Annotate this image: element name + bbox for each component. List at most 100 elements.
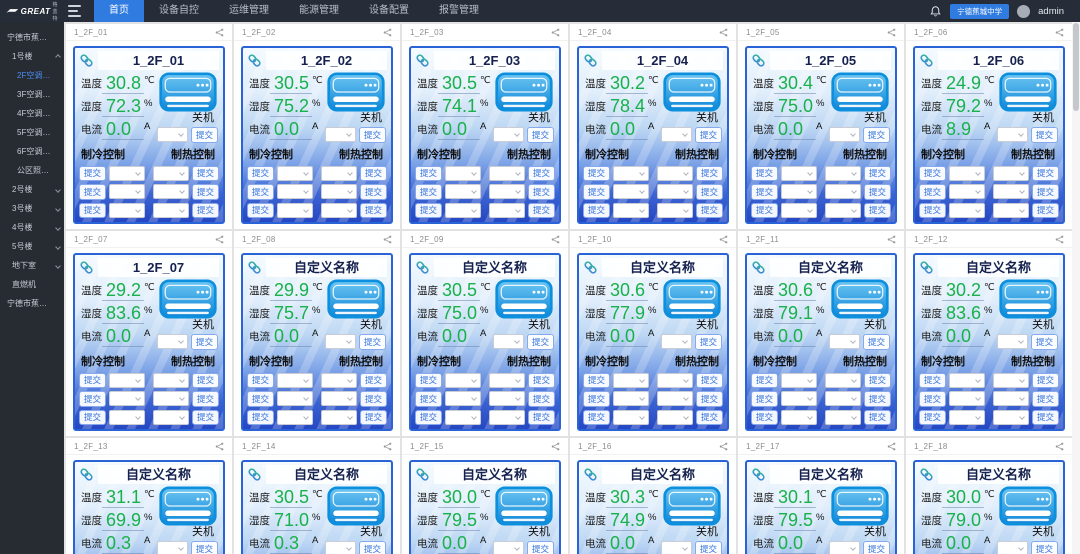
cooling-select[interactable] xyxy=(277,409,313,425)
cooling-select[interactable] xyxy=(949,391,985,407)
heating-submit-button[interactable]: 提交 xyxy=(863,184,891,200)
heating-select[interactable] xyxy=(657,391,693,407)
heating-select[interactable] xyxy=(993,202,1029,218)
cooling-select[interactable] xyxy=(781,202,817,218)
cooling-submit-button[interactable]: 提交 xyxy=(751,372,779,388)
heating-submit-button[interactable]: 提交 xyxy=(191,184,219,200)
cooling-submit-button[interactable]: 提交 xyxy=(583,202,611,218)
power-select[interactable] xyxy=(660,334,692,350)
heating-select[interactable] xyxy=(825,372,861,388)
cooling-select[interactable] xyxy=(949,409,985,425)
share-icon[interactable] xyxy=(383,28,392,37)
heating-select[interactable] xyxy=(489,409,525,425)
power-select[interactable] xyxy=(324,541,356,554)
heating-submit-button[interactable]: 提交 xyxy=(359,372,387,388)
heating-submit-button[interactable]: 提交 xyxy=(359,165,387,181)
heating-select[interactable] xyxy=(489,165,525,181)
org-badge[interactable]: 宁德蕉城中学 xyxy=(950,3,1010,19)
heating-select[interactable] xyxy=(825,184,861,200)
heating-submit-button[interactable]: 提交 xyxy=(527,409,555,425)
power-select[interactable] xyxy=(660,127,692,143)
cooling-submit-button[interactable]: 提交 xyxy=(919,165,947,181)
cooling-submit-button[interactable]: 提交 xyxy=(751,184,779,200)
heating-select[interactable] xyxy=(993,372,1029,388)
power-submit-button[interactable]: 提交 xyxy=(694,541,722,554)
heating-select[interactable] xyxy=(321,202,357,218)
cooling-select[interactable] xyxy=(781,165,817,181)
heating-submit-button[interactable]: 提交 xyxy=(1031,165,1059,181)
power-submit-button[interactable]: 提交 xyxy=(862,334,890,350)
share-icon[interactable] xyxy=(887,442,896,451)
notification-bell-icon[interactable] xyxy=(929,5,942,18)
heating-select[interactable] xyxy=(489,391,525,407)
heating-select[interactable] xyxy=(153,372,189,388)
cooling-submit-button[interactable]: 提交 xyxy=(415,372,443,388)
power-select[interactable] xyxy=(156,541,188,554)
share-icon[interactable] xyxy=(887,28,896,37)
cooling-submit-button[interactable]: 提交 xyxy=(919,202,947,218)
cooling-select[interactable] xyxy=(613,409,649,425)
scrollbar-thumb[interactable] xyxy=(1073,23,1079,111)
power-select[interactable] xyxy=(828,334,860,350)
heating-select[interactable] xyxy=(825,409,861,425)
heating-submit-button[interactable]: 提交 xyxy=(695,202,723,218)
share-icon[interactable] xyxy=(383,442,392,451)
sidebar-item-13[interactable]: 地下室 xyxy=(0,256,64,275)
nav-tab-5[interactable]: 设备配置 xyxy=(369,5,409,16)
share-icon[interactable] xyxy=(719,28,728,37)
heating-submit-button[interactable]: 提交 xyxy=(695,184,723,200)
power-submit-button[interactable]: 提交 xyxy=(1030,127,1058,143)
power-submit-button[interactable]: 提交 xyxy=(1030,334,1058,350)
cooling-select[interactable] xyxy=(109,184,145,200)
cooling-select[interactable] xyxy=(781,372,817,388)
heating-select[interactable] xyxy=(657,372,693,388)
heating-select[interactable] xyxy=(489,202,525,218)
heating-select[interactable] xyxy=(993,165,1029,181)
nav-tab-4[interactable]: 能源管理 xyxy=(299,5,339,16)
cooling-select[interactable] xyxy=(109,391,145,407)
heating-select[interactable] xyxy=(321,409,357,425)
heating-submit-button[interactable]: 提交 xyxy=(527,372,555,388)
cooling-select[interactable] xyxy=(613,165,649,181)
power-select[interactable] xyxy=(996,541,1028,554)
power-select[interactable] xyxy=(492,334,524,350)
heating-submit-button[interactable]: 提交 xyxy=(527,202,555,218)
heating-submit-button[interactable]: 提交 xyxy=(191,409,219,425)
heating-select[interactable] xyxy=(321,184,357,200)
sidebar-item-11[interactable]: 4号楼 xyxy=(0,218,64,237)
cooling-submit-button[interactable]: 提交 xyxy=(79,184,107,200)
cooling-select[interactable] xyxy=(781,184,817,200)
cooling-select[interactable] xyxy=(277,372,313,388)
cooling-submit-button[interactable]: 提交 xyxy=(247,165,275,181)
heating-select[interactable] xyxy=(321,165,357,181)
heating-submit-button[interactable]: 提交 xyxy=(695,372,723,388)
share-icon[interactable] xyxy=(1055,442,1064,451)
power-select[interactable] xyxy=(492,541,524,554)
heating-select[interactable] xyxy=(153,165,189,181)
cooling-select[interactable] xyxy=(277,165,313,181)
avatar[interactable] xyxy=(1017,4,1031,18)
cooling-submit-button[interactable]: 提交 xyxy=(919,409,947,425)
heating-select[interactable] xyxy=(657,409,693,425)
power-submit-button[interactable]: 提交 xyxy=(190,127,218,143)
sidebar-item-5[interactable]: 4F空调红外控... xyxy=(0,104,64,123)
cooling-submit-button[interactable]: 提交 xyxy=(415,391,443,407)
share-icon[interactable] xyxy=(383,235,392,244)
cooling-select[interactable] xyxy=(277,391,313,407)
heating-submit-button[interactable]: 提交 xyxy=(1031,372,1059,388)
power-select[interactable] xyxy=(324,127,356,143)
cooling-submit-button[interactable]: 提交 xyxy=(583,391,611,407)
cooling-submit-button[interactable]: 提交 xyxy=(919,391,947,407)
cooling-select[interactable] xyxy=(613,391,649,407)
cooling-select[interactable] xyxy=(949,372,985,388)
share-icon[interactable] xyxy=(215,235,224,244)
power-submit-button[interactable]: 提交 xyxy=(526,127,554,143)
cooling-select[interactable] xyxy=(445,409,481,425)
heating-submit-button[interactable]: 提交 xyxy=(1031,202,1059,218)
power-select[interactable] xyxy=(324,334,356,350)
power-select[interactable] xyxy=(492,127,524,143)
username[interactable]: admin xyxy=(1038,5,1064,17)
cooling-select[interactable] xyxy=(613,372,649,388)
cooling-select[interactable] xyxy=(613,202,649,218)
cooling-submit-button[interactable]: 提交 xyxy=(247,372,275,388)
